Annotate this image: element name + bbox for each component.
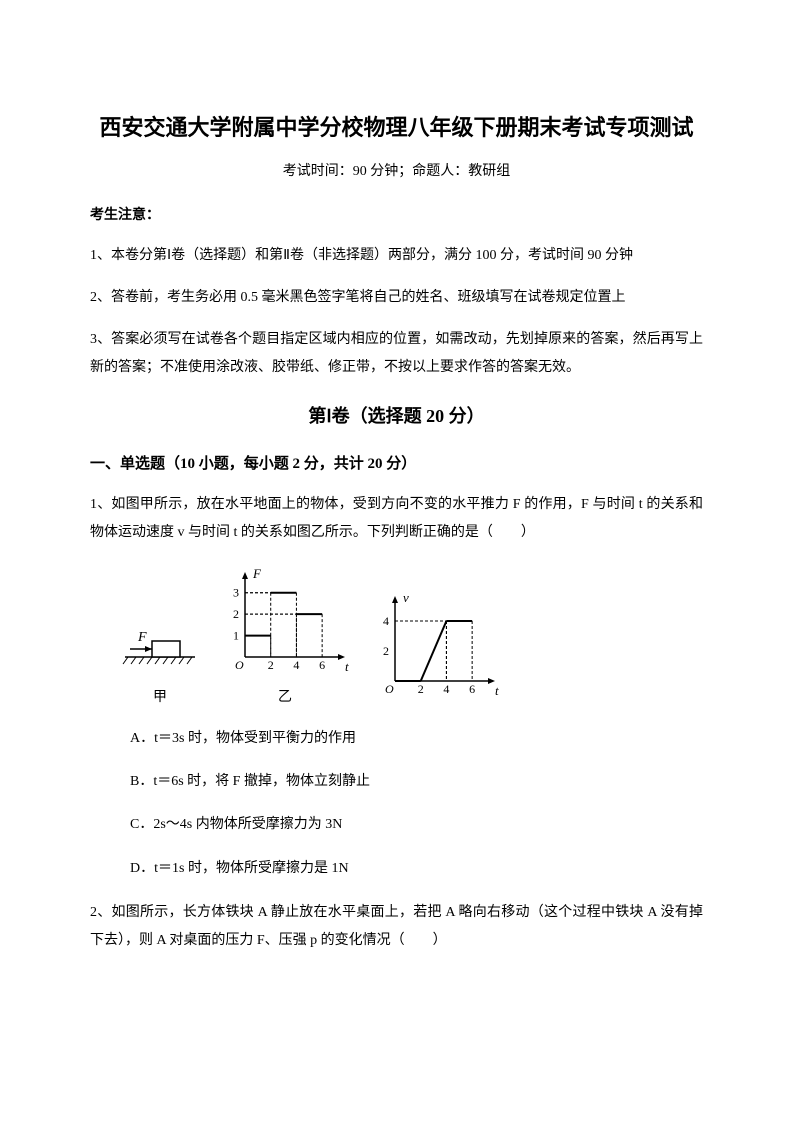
svg-text:F: F [252,567,262,581]
notice-header: 考生注意： [90,204,703,224]
svg-text:1: 1 [233,629,239,643]
svg-text:2: 2 [383,644,389,658]
svg-text:O: O [385,682,394,696]
svg-text:6: 6 [319,658,325,672]
svg-text:F: F [137,630,147,645]
page-title: 西安交通大学附属中学分校物理八年级下册期末考试专项测试 [90,110,703,142]
question-1-text: 1、如图甲所示，放在水平地面上的物体，受到方向不变的水平推力 F 的作用，F 与… [90,491,703,547]
option-d: D．t＝1s 时，物体所受摩擦力是 1N [130,856,703,881]
diagram-yi-box: 2 4 6 1 2 3 t F O 乙 [220,567,350,706]
option-a: A．t＝3s 时，物体受到平衡力的作用 [130,726,703,751]
svg-text:2: 2 [233,607,239,621]
notice-item-1: 1、本卷分第Ⅰ卷（选择题）和第Ⅱ卷（非选择题）两部分，满分 100 分，考试时间… [90,242,703,270]
svg-text:4: 4 [293,658,299,672]
svg-text:2: 2 [268,658,274,672]
subsection-1-title: 一、单选题（10 小题，每小题 2 分，共计 20 分） [90,452,703,473]
caption-yi: 乙 [220,686,350,706]
notice-item-3: 3、答案必须写在试卷各个题目指定区域内相应的位置，如需改动，先划掉原来的答案，然… [90,326,703,382]
svg-text:v: v [403,591,409,605]
diagram-v-box: 2 4 6 2 4 t v O [370,591,500,706]
question-2-text: 2、如图所示，长方体铁块 A 静止放在水平桌面上，若把 A 略向右移动（这个过程… [90,899,703,955]
svg-text:6: 6 [469,682,475,696]
svg-text:O: O [235,658,244,672]
section-1-title: 第Ⅰ卷（选择题 20 分） [90,402,703,428]
chart-force-time: 2 4 6 1 2 3 t F O [220,567,350,677]
notice-item-2: 2、答卷前，考生务必用 0.5 毫米黑色签字笔将自己的姓名、班级填写在试卷规定位… [90,284,703,312]
svg-text:t: t [345,659,349,674]
option-c: C．2s～4s 内物体所受摩擦力为 3N [130,812,703,837]
caption-jia: 甲 [120,686,200,706]
diagram-jia: F [120,617,200,677]
page-subtitle: 考试时间：90 分钟；命题人：教研组 [90,160,703,180]
chart-velocity-time: 2 4 6 2 4 t v O [370,591,500,701]
option-b: B．t＝6s 时，将 F 撤掉，物体立刻静止 [130,769,703,794]
question-1-figures: F 甲 2 4 6 1 2 3 t F O 乙 2 4 6 2 4 t v O [120,567,703,706]
svg-text:2: 2 [418,682,424,696]
svg-text:t: t [495,683,499,698]
question-1-options: A．t＝3s 时，物体受到平衡力的作用 B．t＝6s 时，将 F 撤掉，物体立刻… [130,726,703,881]
diagram-jia-box: F 甲 [120,617,200,706]
svg-text:3: 3 [233,586,239,600]
svg-text:4: 4 [443,682,449,696]
svg-text:4: 4 [383,614,389,628]
